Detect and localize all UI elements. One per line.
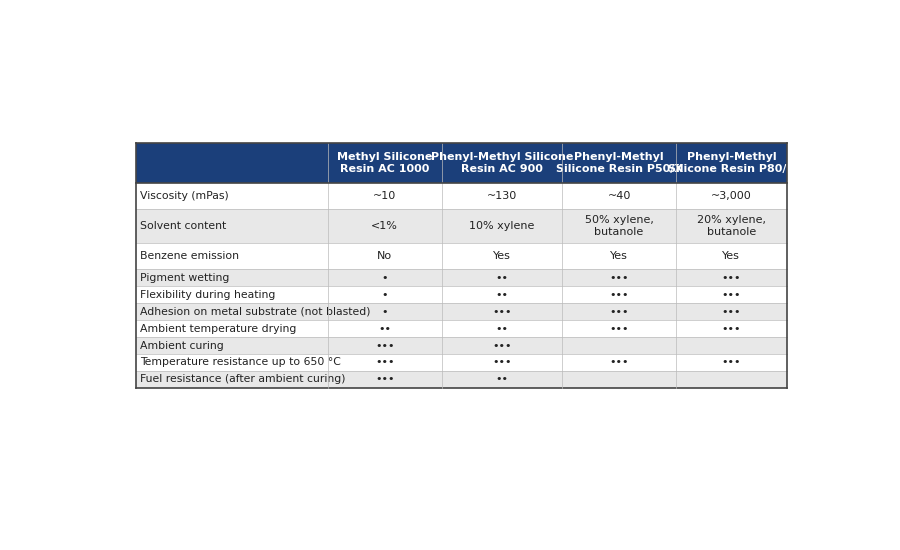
Text: Viscosity (mPas): Viscosity (mPas) bbox=[140, 191, 230, 201]
Bar bbox=[136, 337, 787, 354]
Text: •••: ••• bbox=[375, 340, 394, 350]
Text: Temperature resistance up to 650 °C: Temperature resistance up to 650 °C bbox=[140, 358, 341, 367]
Text: Solvent content: Solvent content bbox=[140, 221, 227, 231]
Text: Yes: Yes bbox=[723, 251, 741, 261]
Text: •••: ••• bbox=[375, 375, 394, 384]
Text: •••: ••• bbox=[609, 290, 629, 300]
Text: ••: •• bbox=[495, 323, 508, 333]
Text: ~130: ~130 bbox=[487, 191, 518, 201]
Bar bbox=[136, 320, 787, 337]
Bar bbox=[136, 270, 787, 286]
Text: Flexibility during heating: Flexibility during heating bbox=[140, 290, 275, 300]
Text: Ambient temperature drying: Ambient temperature drying bbox=[140, 323, 297, 333]
Text: •••: ••• bbox=[722, 273, 742, 283]
Text: ••: •• bbox=[378, 323, 392, 333]
Text: 10% xylene: 10% xylene bbox=[469, 221, 535, 231]
Text: •••: ••• bbox=[375, 358, 394, 367]
Text: •••: ••• bbox=[722, 290, 742, 300]
Text: <1%: <1% bbox=[372, 221, 398, 231]
Text: •••: ••• bbox=[609, 273, 629, 283]
Text: Yes: Yes bbox=[610, 251, 628, 261]
Text: 20% xylene,
butanole: 20% xylene, butanole bbox=[697, 215, 766, 238]
Text: •: • bbox=[382, 290, 388, 300]
Text: •••: ••• bbox=[722, 358, 742, 367]
Text: Phenyl-Methyl
Silicone Resin P50/X: Phenyl-Methyl Silicone Resin P50/X bbox=[555, 152, 682, 174]
Bar bbox=[136, 286, 787, 303]
Text: •••: ••• bbox=[722, 323, 742, 333]
Bar bbox=[136, 209, 787, 243]
Text: •••: ••• bbox=[609, 307, 629, 317]
Text: Phenyl-Methyl
Silicone Resin P80/X: Phenyl-Methyl Silicone Resin P80/X bbox=[668, 152, 795, 174]
Text: •••: ••• bbox=[609, 358, 629, 367]
Text: Adhesion on metal substrate (not blasted): Adhesion on metal substrate (not blasted… bbox=[140, 307, 371, 317]
Text: No: No bbox=[377, 251, 392, 261]
Text: •••: ••• bbox=[609, 323, 629, 333]
Text: Pigment wetting: Pigment wetting bbox=[140, 273, 230, 283]
Text: ~3,000: ~3,000 bbox=[711, 191, 751, 201]
Bar bbox=[136, 183, 787, 209]
Text: •••: ••• bbox=[722, 307, 742, 317]
Text: ••: •• bbox=[495, 273, 508, 283]
Bar bbox=[136, 243, 787, 270]
Text: •••: ••• bbox=[492, 358, 512, 367]
Text: Fuel resistance (after ambient curing): Fuel resistance (after ambient curing) bbox=[140, 375, 346, 384]
Text: ~40: ~40 bbox=[608, 191, 631, 201]
Text: Yes: Yes bbox=[493, 251, 511, 261]
Text: •••: ••• bbox=[492, 307, 512, 317]
Text: 50% xylene,
butanole: 50% xylene, butanole bbox=[585, 215, 653, 238]
Text: •: • bbox=[382, 307, 388, 317]
Text: •••: ••• bbox=[492, 340, 512, 350]
Bar bbox=[136, 143, 787, 183]
Bar bbox=[136, 354, 787, 371]
Text: Benzene emission: Benzene emission bbox=[140, 251, 239, 261]
Bar bbox=[136, 371, 787, 388]
Text: Ambient curing: Ambient curing bbox=[140, 340, 224, 350]
Text: Phenyl-Methyl Silicone
Resin AC 900: Phenyl-Methyl Silicone Resin AC 900 bbox=[431, 152, 573, 174]
Text: Methyl Silicone
Resin AC 1000: Methyl Silicone Resin AC 1000 bbox=[338, 152, 432, 174]
Text: ••: •• bbox=[495, 290, 508, 300]
Text: •: • bbox=[382, 273, 388, 283]
Text: ••: •• bbox=[495, 375, 508, 384]
Bar bbox=[136, 303, 787, 320]
Text: ~10: ~10 bbox=[374, 191, 396, 201]
